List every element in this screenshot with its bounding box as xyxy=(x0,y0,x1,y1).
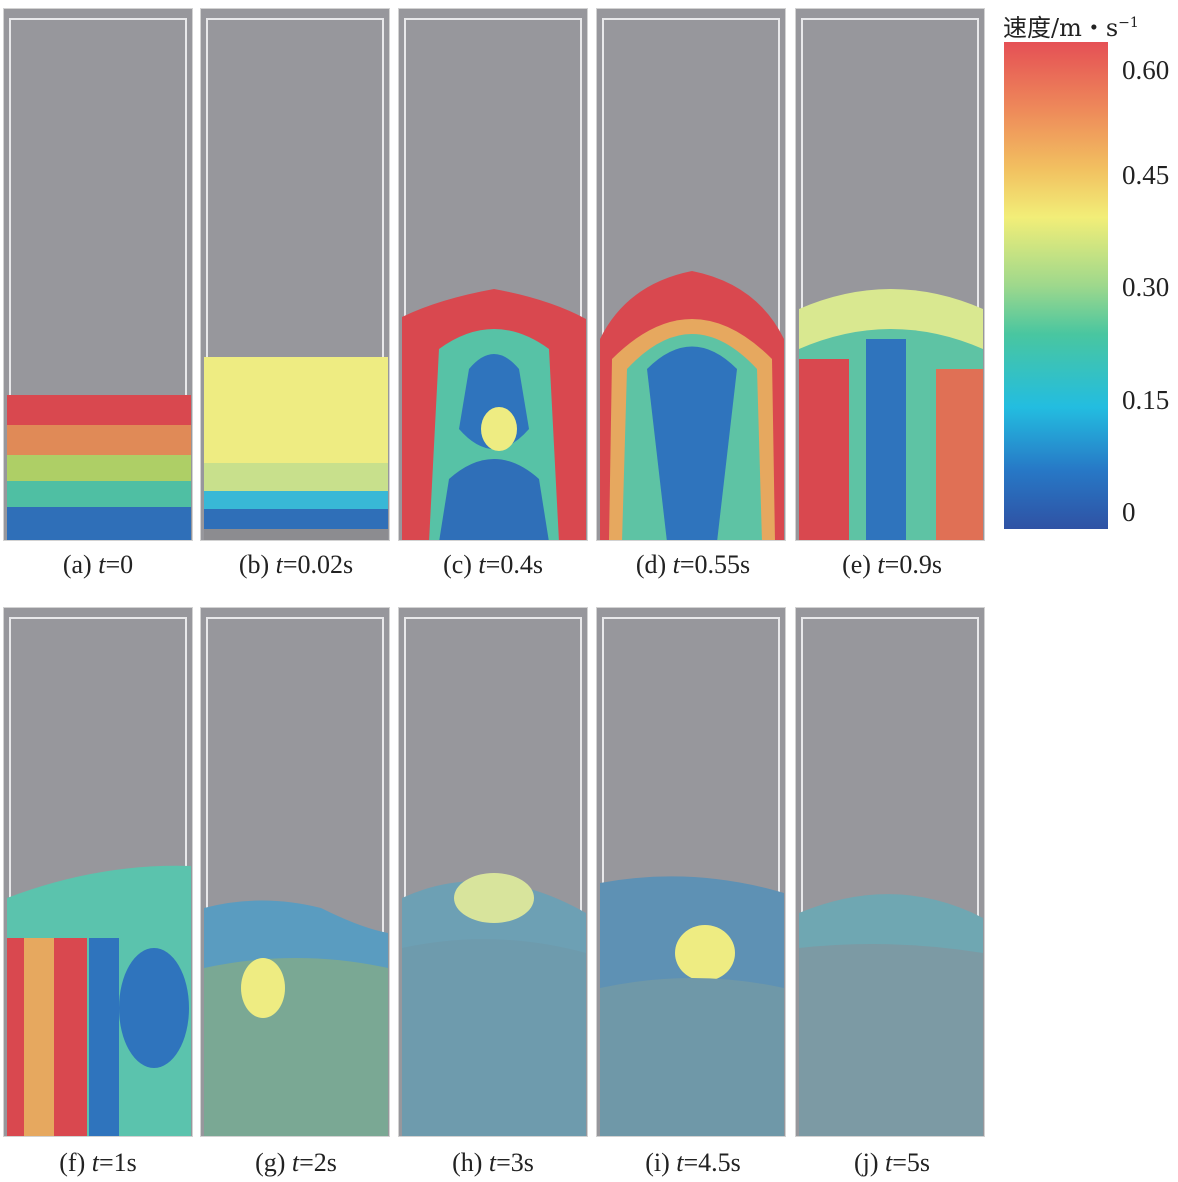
caption-a: (a) t=0 xyxy=(62,550,134,579)
panel-h xyxy=(398,607,588,1137)
caption-d: (d) t=0.55s xyxy=(635,550,751,579)
colorbar-tick-015: 0.15 xyxy=(1122,385,1170,415)
velocity-colorbar xyxy=(1004,42,1108,529)
legend-title: 速度/m・s−1 xyxy=(1003,14,1139,42)
caption-c: (c) t=0.4s xyxy=(443,550,543,579)
caption-e: (e) t=0.9s xyxy=(842,550,942,579)
colorbar-tick-045: 0.45 xyxy=(1122,160,1170,190)
particle-bed-b xyxy=(204,357,388,540)
caption-j: (j) t=5s xyxy=(853,1148,931,1177)
particle-bed-f xyxy=(7,865,191,1136)
panel-f xyxy=(3,607,193,1137)
panel-i xyxy=(596,607,786,1137)
particle-bed-a xyxy=(7,395,191,540)
particle-bed-j xyxy=(799,894,983,1136)
particle-bed-c xyxy=(402,289,586,540)
particle-bed-g xyxy=(204,900,388,1136)
particle-bed-h xyxy=(402,873,586,1136)
panel-d xyxy=(596,8,786,541)
panel-j xyxy=(795,607,985,1137)
caption-f: (f) t=1s xyxy=(59,1148,137,1177)
caption-i: (i) t=4.5s xyxy=(645,1148,741,1177)
colorbar-tick-030: 0.30 xyxy=(1122,272,1170,302)
panel-g xyxy=(200,607,390,1137)
particle-bed-e xyxy=(799,289,983,540)
particle-bed-d xyxy=(600,271,784,540)
caption-h: (h) t=3s xyxy=(452,1148,534,1177)
panel-a xyxy=(3,8,193,541)
panel-e xyxy=(795,8,985,541)
panel-c xyxy=(398,8,588,541)
caption-g: (g) t=2s xyxy=(255,1148,337,1177)
particle-bed-i xyxy=(600,876,784,1136)
colorbar-tick-0: 0 xyxy=(1122,497,1136,527)
panel-b xyxy=(200,8,390,541)
caption-b: (b) t=0.02s xyxy=(238,550,354,579)
colorbar-tick-060: 0.60 xyxy=(1122,55,1170,85)
